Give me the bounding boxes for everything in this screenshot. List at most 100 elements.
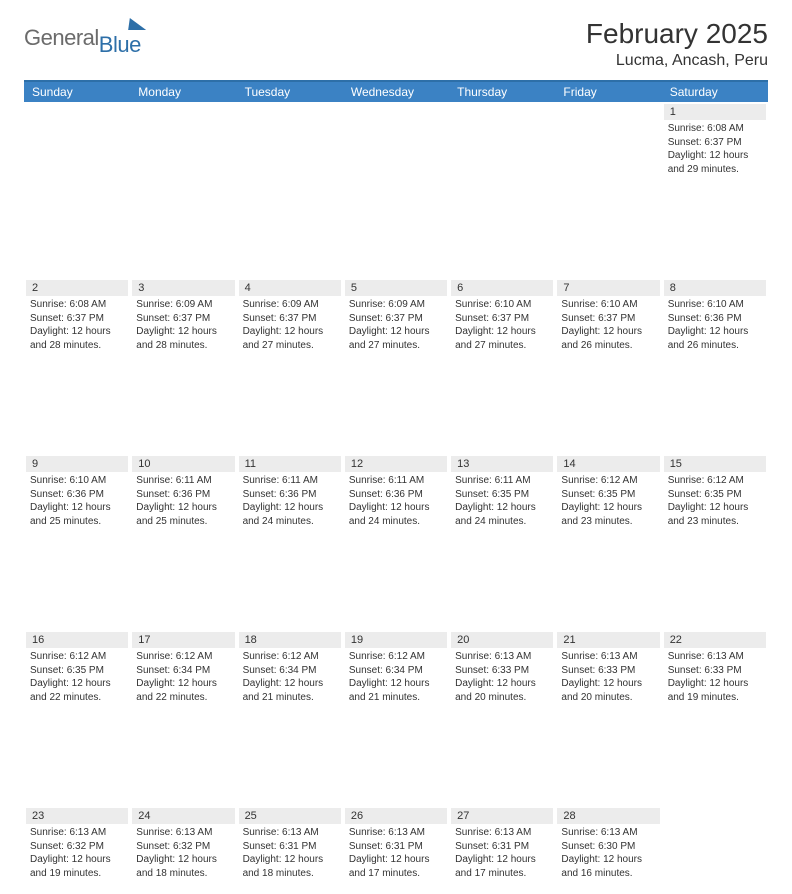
daylight-line: Daylight: 12 hours and 27 minutes. bbox=[243, 325, 337, 352]
title-block: February 2025 Lucma, Ancash, Peru bbox=[586, 18, 768, 70]
calendar-day-cell: 19Sunrise: 6:12 AMSunset: 6:34 PMDayligh… bbox=[343, 630, 449, 718]
daylight-line: Daylight: 12 hours and 27 minutes. bbox=[349, 325, 443, 352]
calendar-day-cell: 7Sunrise: 6:10 AMSunset: 6:37 PMDaylight… bbox=[555, 278, 661, 366]
calendar-day-cell: 14Sunrise: 6:12 AMSunset: 6:35 PMDayligh… bbox=[555, 454, 661, 542]
sunrise-line: Sunrise: 6:08 AM bbox=[668, 122, 762, 136]
calendar-day-cell: 6Sunrise: 6:10 AMSunset: 6:37 PMDaylight… bbox=[449, 278, 555, 366]
daylight-line: Daylight: 12 hours and 29 minutes. bbox=[668, 149, 762, 176]
calendar-day-cell: 2Sunrise: 6:08 AMSunset: 6:37 PMDaylight… bbox=[24, 278, 130, 366]
daylight-line: Daylight: 12 hours and 21 minutes. bbox=[243, 677, 337, 704]
sunrise-line: Sunrise: 6:11 AM bbox=[136, 474, 230, 488]
daylight-line: Daylight: 12 hours and 20 minutes. bbox=[455, 677, 549, 704]
logo-blue-wrap: Blue bbox=[101, 18, 141, 58]
sunset-line: Sunset: 6:37 PM bbox=[136, 312, 230, 326]
sunset-line: Sunset: 6:30 PM bbox=[561, 840, 655, 854]
day-details: Sunrise: 6:10 AMSunset: 6:37 PMDaylight:… bbox=[555, 296, 661, 356]
day-number: 25 bbox=[239, 808, 341, 824]
weekday-header: Sunday bbox=[24, 82, 130, 102]
sunset-line: Sunset: 6:36 PM bbox=[668, 312, 762, 326]
daylight-line: Daylight: 12 hours and 23 minutes. bbox=[561, 501, 655, 528]
sunset-line: Sunset: 6:33 PM bbox=[668, 664, 762, 678]
daylight-line: Daylight: 12 hours and 17 minutes. bbox=[455, 853, 549, 880]
calendar-day-cell: 20Sunrise: 6:13 AMSunset: 6:33 PMDayligh… bbox=[449, 630, 555, 718]
day-details: Sunrise: 6:10 AMSunset: 6:36 PMDaylight:… bbox=[662, 296, 768, 356]
calendar-empty-cell bbox=[555, 102, 661, 190]
daylight-line: Daylight: 12 hours and 21 minutes. bbox=[349, 677, 443, 704]
weekday-header: Saturday bbox=[662, 82, 768, 102]
sunrise-line: Sunrise: 6:13 AM bbox=[668, 650, 762, 664]
sunset-line: Sunset: 6:37 PM bbox=[455, 312, 549, 326]
calendar-day-cell: 9Sunrise: 6:10 AMSunset: 6:36 PMDaylight… bbox=[24, 454, 130, 542]
day-details: Sunrise: 6:13 AMSunset: 6:32 PMDaylight:… bbox=[130, 824, 236, 884]
day-number: 3 bbox=[132, 280, 234, 296]
day-details: Sunrise: 6:10 AMSunset: 6:37 PMDaylight:… bbox=[449, 296, 555, 356]
sunrise-line: Sunrise: 6:13 AM bbox=[561, 826, 655, 840]
day-number: 8 bbox=[664, 280, 766, 296]
sunset-line: Sunset: 6:36 PM bbox=[30, 488, 124, 502]
page-title: February 2025 bbox=[586, 18, 768, 50]
calendar-day-cell: 11Sunrise: 6:11 AMSunset: 6:36 PMDayligh… bbox=[237, 454, 343, 542]
calendar-day-cell: 27Sunrise: 6:13 AMSunset: 6:31 PMDayligh… bbox=[449, 806, 555, 894]
day-number: 4 bbox=[239, 280, 341, 296]
day-number: 26 bbox=[345, 808, 447, 824]
sunrise-line: Sunrise: 6:12 AM bbox=[561, 474, 655, 488]
daylight-line: Daylight: 12 hours and 24 minutes. bbox=[455, 501, 549, 528]
calendar-week-row: 9Sunrise: 6:10 AMSunset: 6:36 PMDaylight… bbox=[24, 454, 768, 542]
daylight-line: Daylight: 12 hours and 20 minutes. bbox=[561, 677, 655, 704]
sunrise-line: Sunrise: 6:13 AM bbox=[349, 826, 443, 840]
calendar-empty-cell bbox=[662, 806, 768, 894]
sunrise-line: Sunrise: 6:13 AM bbox=[455, 826, 549, 840]
sunrise-line: Sunrise: 6:09 AM bbox=[243, 298, 337, 312]
calendar-day-cell: 4Sunrise: 6:09 AMSunset: 6:37 PMDaylight… bbox=[237, 278, 343, 366]
day-number: 5 bbox=[345, 280, 447, 296]
sunset-line: Sunset: 6:36 PM bbox=[136, 488, 230, 502]
calendar-day-cell: 3Sunrise: 6:09 AMSunset: 6:37 PMDaylight… bbox=[130, 278, 236, 366]
day-details: Sunrise: 6:10 AMSunset: 6:36 PMDaylight:… bbox=[24, 472, 130, 532]
day-details: Sunrise: 6:11 AMSunset: 6:36 PMDaylight:… bbox=[343, 472, 449, 532]
sunset-line: Sunset: 6:32 PM bbox=[30, 840, 124, 854]
sunrise-line: Sunrise: 6:11 AM bbox=[243, 474, 337, 488]
day-number: 28 bbox=[557, 808, 659, 824]
sunrise-line: Sunrise: 6:10 AM bbox=[455, 298, 549, 312]
week-divider bbox=[24, 366, 768, 454]
sunrise-line: Sunrise: 6:09 AM bbox=[136, 298, 230, 312]
calendar-day-cell: 22Sunrise: 6:13 AMSunset: 6:33 PMDayligh… bbox=[662, 630, 768, 718]
calendar-day-cell: 17Sunrise: 6:12 AMSunset: 6:34 PMDayligh… bbox=[130, 630, 236, 718]
week-divider bbox=[24, 718, 768, 806]
weekday-header: Tuesday bbox=[237, 82, 343, 102]
sunrise-line: Sunrise: 6:11 AM bbox=[455, 474, 549, 488]
sunrise-line: Sunrise: 6:12 AM bbox=[243, 650, 337, 664]
day-number: 21 bbox=[557, 632, 659, 648]
sunset-line: Sunset: 6:36 PM bbox=[349, 488, 443, 502]
location-text: Lucma, Ancash, Peru bbox=[586, 52, 768, 70]
weekday-header: Wednesday bbox=[343, 82, 449, 102]
daylight-line: Daylight: 12 hours and 24 minutes. bbox=[349, 501, 443, 528]
sunset-line: Sunset: 6:31 PM bbox=[455, 840, 549, 854]
calendar-empty-cell bbox=[130, 102, 236, 190]
day-number: 24 bbox=[132, 808, 234, 824]
day-details: Sunrise: 6:12 AMSunset: 6:35 PMDaylight:… bbox=[662, 472, 768, 532]
day-details: Sunrise: 6:11 AMSunset: 6:36 PMDaylight:… bbox=[130, 472, 236, 532]
calendar-day-cell: 21Sunrise: 6:13 AMSunset: 6:33 PMDayligh… bbox=[555, 630, 661, 718]
day-details: Sunrise: 6:12 AMSunset: 6:34 PMDaylight:… bbox=[343, 648, 449, 708]
sunrise-line: Sunrise: 6:12 AM bbox=[136, 650, 230, 664]
day-details: Sunrise: 6:12 AMSunset: 6:34 PMDaylight:… bbox=[130, 648, 236, 708]
sunrise-line: Sunrise: 6:08 AM bbox=[30, 298, 124, 312]
day-number: 23 bbox=[26, 808, 128, 824]
calendar-empty-cell bbox=[343, 102, 449, 190]
week-divider bbox=[24, 190, 768, 278]
sunset-line: Sunset: 6:33 PM bbox=[455, 664, 549, 678]
day-number: 12 bbox=[345, 456, 447, 472]
day-number: 11 bbox=[239, 456, 341, 472]
calendar-day-cell: 24Sunrise: 6:13 AMSunset: 6:32 PMDayligh… bbox=[130, 806, 236, 894]
sunset-line: Sunset: 6:32 PM bbox=[136, 840, 230, 854]
calendar-week-row: 2Sunrise: 6:08 AMSunset: 6:37 PMDaylight… bbox=[24, 278, 768, 366]
day-details: Sunrise: 6:13 AMSunset: 6:31 PMDaylight:… bbox=[237, 824, 343, 884]
day-number: 15 bbox=[664, 456, 766, 472]
daylight-line: Daylight: 12 hours and 28 minutes. bbox=[30, 325, 124, 352]
sunrise-line: Sunrise: 6:10 AM bbox=[30, 474, 124, 488]
calendar-week-row: 1Sunrise: 6:08 AMSunset: 6:37 PMDaylight… bbox=[24, 102, 768, 190]
sunset-line: Sunset: 6:37 PM bbox=[561, 312, 655, 326]
sunset-line: Sunset: 6:37 PM bbox=[30, 312, 124, 326]
weekday-header: Thursday bbox=[449, 82, 555, 102]
